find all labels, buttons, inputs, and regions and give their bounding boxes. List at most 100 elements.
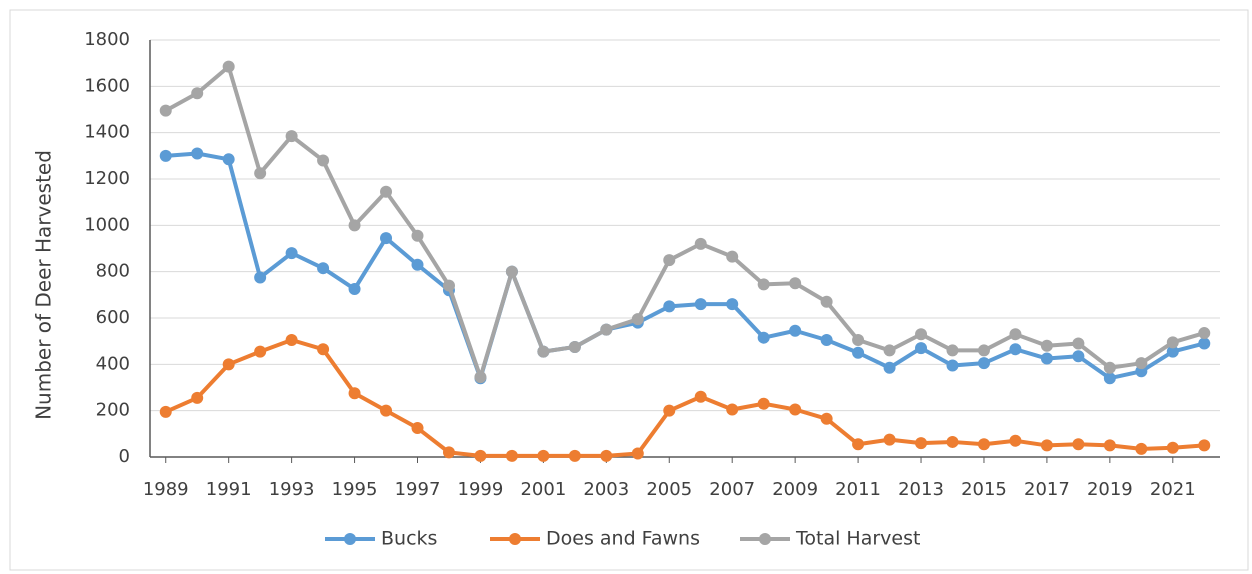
data-point (915, 437, 928, 450)
legend-marker (509, 533, 521, 545)
data-point (317, 262, 330, 275)
data-point (191, 391, 204, 404)
data-point (946, 435, 959, 448)
data-point (1103, 361, 1116, 374)
y-tick-label: 1400 (84, 122, 130, 143)
data-point (380, 185, 393, 198)
legend-label: Total Harvest (795, 528, 920, 550)
data-point (159, 149, 172, 162)
data-point (537, 449, 550, 462)
x-tick-label: 2013 (898, 479, 944, 500)
chart-frame (9, 9, 1249, 571)
data-point (474, 449, 487, 462)
data-point (1198, 337, 1211, 350)
data-point (1009, 343, 1022, 356)
x-tick-label: 2017 (1024, 479, 1070, 500)
x-tick-label: 2009 (772, 479, 818, 500)
data-point (915, 328, 928, 341)
data-point (222, 60, 235, 73)
data-point (726, 298, 739, 311)
data-point (568, 340, 581, 353)
data-point (663, 404, 676, 417)
data-point (1009, 434, 1022, 447)
data-point (159, 405, 172, 418)
data-point (852, 438, 865, 451)
data-point (191, 147, 204, 160)
legend-label: Bucks (381, 528, 437, 550)
data-point (380, 232, 393, 245)
series-line (165, 151, 1205, 381)
data-point (946, 359, 959, 372)
data-point (977, 438, 990, 451)
data-point (631, 447, 644, 460)
data-point (411, 229, 424, 242)
data-point (1135, 442, 1148, 455)
data-point (285, 334, 298, 347)
data-point (883, 433, 896, 446)
y-axis-label: Number of Deer Harvested (32, 150, 56, 420)
data-point (694, 237, 707, 250)
data-point (694, 298, 707, 311)
x-tick-label: 1991 (206, 479, 252, 500)
data-point (1166, 345, 1179, 358)
data-point (380, 404, 393, 417)
data-point (600, 449, 613, 462)
data-point (789, 277, 802, 290)
y-tick-label: 0 (119, 446, 130, 467)
series-line (164, 338, 1205, 458)
data-point (222, 153, 235, 166)
x-tick-label: 2021 (1150, 479, 1196, 500)
data-point (1040, 339, 1053, 352)
data-point (757, 397, 770, 410)
data-point (348, 387, 361, 400)
data-point (631, 313, 644, 326)
data-point (442, 279, 455, 292)
data-point (442, 446, 455, 459)
y-tick-label: 800 (96, 261, 130, 282)
data-point (1198, 439, 1211, 452)
data-point (789, 403, 802, 416)
legend-marker (344, 533, 356, 545)
x-tick-label: 2019 (1087, 479, 1133, 500)
data-point (348, 283, 361, 296)
data-point (852, 334, 865, 347)
data-point (977, 357, 990, 370)
data-point (1009, 328, 1022, 341)
data-point (1040, 352, 1053, 365)
data-point (915, 342, 928, 355)
x-tick-label: 2001 (520, 479, 566, 500)
data-point (1072, 438, 1085, 451)
data-point (537, 345, 550, 358)
y-tick-label: 1600 (84, 75, 130, 96)
data-point (568, 449, 581, 462)
x-tick-label: 2003 (583, 479, 629, 500)
data-point (883, 344, 896, 357)
data-point (820, 334, 833, 347)
data-point (1166, 441, 1179, 454)
data-point (757, 331, 770, 344)
data-point (254, 167, 267, 180)
data-point (1198, 327, 1211, 340)
legend-label: Does and Fawns (546, 528, 700, 550)
data-point (757, 278, 770, 291)
x-tick-label: 2015 (961, 479, 1007, 500)
data-point (1135, 357, 1148, 370)
data-point (285, 247, 298, 260)
data-point (254, 271, 267, 284)
y-tick-label: 400 (96, 353, 130, 374)
data-point (191, 87, 204, 100)
data-point (1166, 336, 1179, 349)
x-tick-label: 2011 (835, 479, 881, 500)
data-point (694, 390, 707, 403)
data-point (820, 295, 833, 308)
y-tick-label: 600 (96, 307, 130, 328)
y-tick-label: 200 (96, 400, 130, 421)
x-tick-label: 1999 (458, 479, 504, 500)
data-point (977, 344, 990, 357)
data-point (411, 422, 424, 435)
data-point (1103, 439, 1116, 452)
data-point (726, 403, 739, 416)
data-point (505, 265, 518, 278)
data-point (411, 258, 424, 271)
